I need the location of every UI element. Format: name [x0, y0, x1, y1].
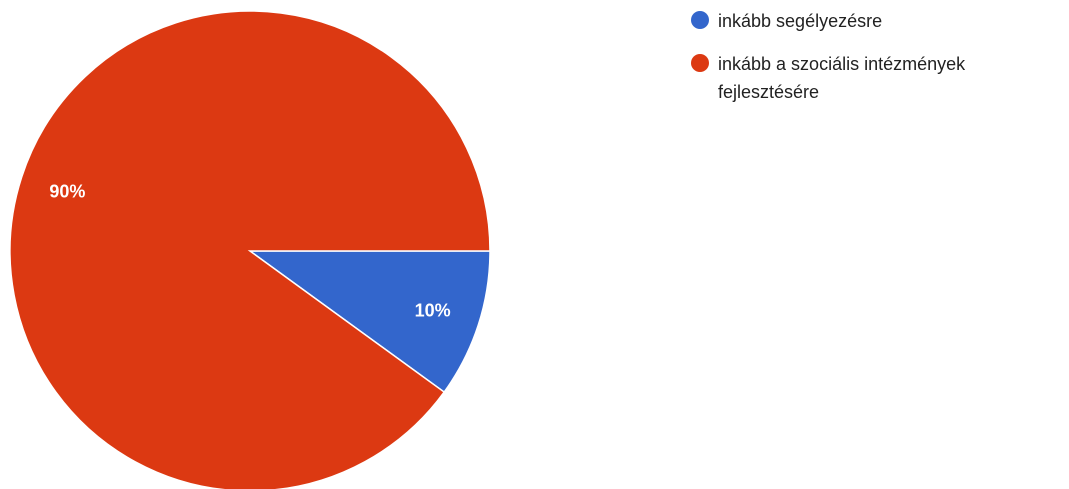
legend-label-intezmenyek-line2: fejlesztésére — [718, 82, 819, 102]
legend-label-intezmenyek: inkább a szociális intézmények fejleszté… — [718, 54, 970, 102]
pie-label-intezmenyek: 90% — [49, 182, 85, 202]
legend-label-segelyezes: inkább segélyezésre — [718, 11, 882, 31]
pie-slice-intezmenyek[interactable] — [9, 10, 491, 489]
pie-slice-labels: 10% 90% — [49, 182, 450, 321]
legend-swatch-intezmenyek — [691, 54, 709, 72]
pie-label-segelyezes: 10% — [415, 300, 451, 320]
pie-slices — [9, 10, 491, 489]
legend-item-intezmenyek[interactable]: inkább a szociális intézmények fejleszté… — [691, 54, 970, 102]
legend-item-segelyezes[interactable]: inkább segélyezésre — [691, 11, 882, 31]
legend-swatch-segelyezes — [691, 11, 709, 29]
legend-label-intezmenyek-line1: inkább a szociális intézmények — [718, 54, 966, 74]
legend: inkább segélyezésre inkább a szociális i… — [691, 11, 970, 102]
pie-slice-segelyezes[interactable] — [247, 250, 491, 394]
